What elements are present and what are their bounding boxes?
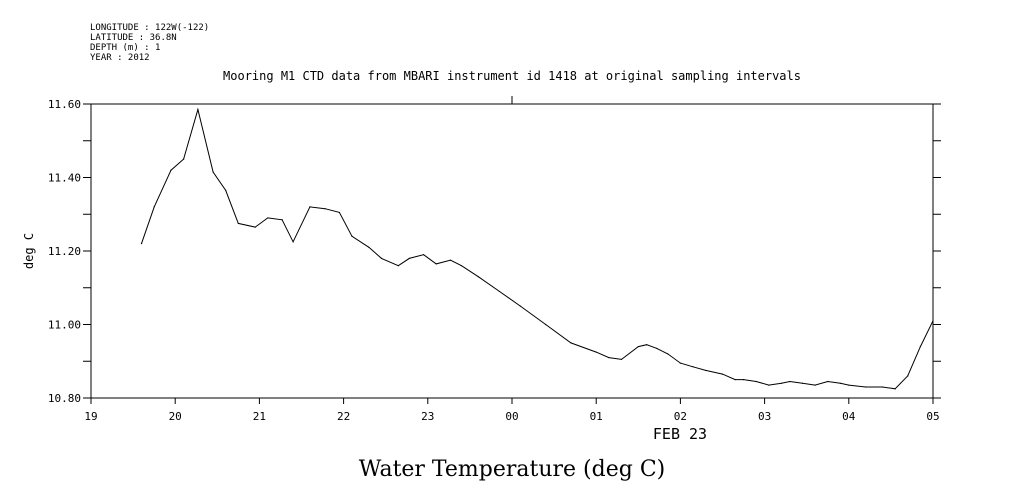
plot-frame xyxy=(90,103,934,399)
x-tick-label: 19 xyxy=(84,410,97,423)
x-tick-label: 04 xyxy=(842,410,856,423)
data-point xyxy=(814,384,816,386)
x-axis-sublabel: FEB 23 xyxy=(653,425,707,443)
x-tick-label: 05 xyxy=(926,410,939,423)
bottom-title: Water Temperature (deg C) xyxy=(359,457,666,482)
latitude-label: LATITUDE : 36.8N xyxy=(90,33,177,43)
data-point xyxy=(324,208,326,210)
data-point xyxy=(351,235,353,237)
data-point xyxy=(801,382,804,384)
data-point xyxy=(780,382,783,384)
chart-title: Mooring M1 CTD data from MBARI instrumen… xyxy=(223,69,801,83)
data-point xyxy=(380,257,383,259)
data-point xyxy=(656,347,658,349)
data-point xyxy=(254,226,256,228)
data-point xyxy=(721,373,724,375)
data-point xyxy=(225,189,227,191)
depth-label: DEPTH (m) : 1 xyxy=(90,43,160,53)
x-tick-labels: 19 20 21 22 23 00 01 02 03 04 05 xyxy=(84,410,939,423)
data-point xyxy=(338,211,340,214)
data-point xyxy=(477,276,479,278)
data-point xyxy=(705,369,707,372)
data-point xyxy=(679,362,682,364)
data-point xyxy=(309,206,311,208)
data-point xyxy=(848,384,850,386)
data-point xyxy=(667,353,669,355)
data-point xyxy=(646,344,648,346)
x-tick-label: 21 xyxy=(253,410,266,423)
data-point xyxy=(183,158,185,160)
data-point xyxy=(267,217,269,219)
data-point xyxy=(519,305,522,307)
data-point xyxy=(919,345,921,348)
y-tick-label: 11.20 xyxy=(48,245,81,258)
data-point xyxy=(881,386,884,388)
data-point xyxy=(212,171,214,173)
data-point xyxy=(397,265,399,267)
data-point xyxy=(734,379,736,381)
data-point xyxy=(281,219,283,221)
y-tick-label: 11.40 xyxy=(48,172,81,185)
data-point xyxy=(449,259,452,261)
data-point xyxy=(292,241,294,243)
data-point xyxy=(237,222,239,225)
data-point xyxy=(422,254,425,256)
data-point xyxy=(140,243,143,245)
data-point xyxy=(498,290,500,293)
data-point xyxy=(368,246,370,248)
header-block: LONGITUDE : 122W(-122) LATITUDE : 36.8N … xyxy=(90,23,209,63)
data-point xyxy=(637,345,639,348)
year-label: YEAR : 2012 xyxy=(90,53,150,63)
y-tick-label: 11.00 xyxy=(48,319,81,332)
x-tick-label: 20 xyxy=(169,410,182,423)
data-point xyxy=(932,320,934,322)
data-point xyxy=(894,388,896,390)
x-tick-label: 23 xyxy=(421,410,434,423)
data-point xyxy=(608,356,610,359)
data-point xyxy=(742,379,745,381)
data-point xyxy=(435,263,437,265)
data-point xyxy=(768,384,770,386)
data-point xyxy=(827,380,829,383)
y-axis-label: deg C xyxy=(22,233,36,269)
series-line xyxy=(141,107,934,390)
y-tick-label: 10.80 xyxy=(48,392,81,405)
longitude-label: LONGITUDE : 122W(-122) xyxy=(90,23,209,33)
data-point xyxy=(570,342,572,344)
data-point xyxy=(692,366,694,368)
data-point xyxy=(197,108,199,111)
data-point xyxy=(839,382,841,384)
data-point xyxy=(545,323,547,326)
data-point xyxy=(620,358,623,361)
data-point xyxy=(408,257,410,259)
x-tick-label: 01 xyxy=(590,410,603,423)
data-point xyxy=(789,380,791,383)
data-point xyxy=(460,265,463,267)
x-tick-label: 03 xyxy=(758,410,771,423)
data-points xyxy=(140,108,934,390)
y-tick-label: 11.60 xyxy=(48,98,81,111)
data-point xyxy=(170,169,172,171)
data-point xyxy=(865,386,867,388)
data-point xyxy=(595,351,597,353)
data-point xyxy=(153,206,155,208)
data-point xyxy=(755,380,757,383)
data-point xyxy=(907,375,909,377)
x-tick-label: 00 xyxy=(505,410,518,423)
axis-ticks xyxy=(83,103,941,404)
x-tick-label: 02 xyxy=(674,410,687,423)
x-tick-label: 22 xyxy=(337,410,350,423)
y-tick-labels: 10.80 11.00 11.20 11.40 11.60 xyxy=(48,98,81,405)
